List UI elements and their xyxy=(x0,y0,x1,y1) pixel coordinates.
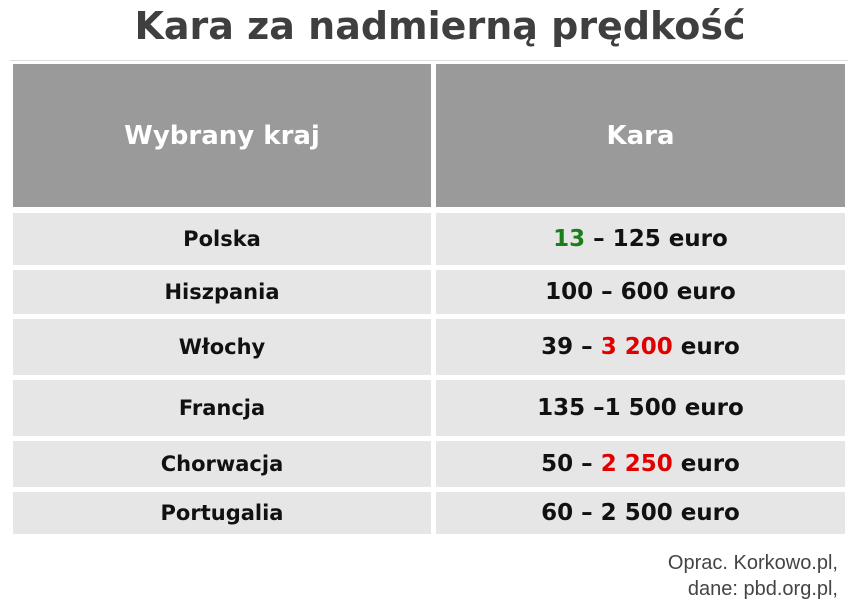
country-cell: Polska xyxy=(13,213,431,265)
fine-part: 135 –1 500 euro xyxy=(537,395,744,421)
fine-part: 13 xyxy=(553,226,586,252)
country-cell: Chorwacja xyxy=(13,441,431,487)
fine-part: 100 – 600 euro xyxy=(545,279,736,305)
fine-cell: 39 – 3 200 euro xyxy=(436,319,845,375)
fine-part: euro xyxy=(672,451,740,477)
fine-part: 50 – xyxy=(541,451,601,477)
fine-cell: 100 – 600 euro xyxy=(436,270,845,314)
fine-part: 2 250 xyxy=(600,451,673,477)
fine-cell: 60 – 2 500 euro xyxy=(436,492,845,534)
fine-part: – 125 euro xyxy=(585,226,728,252)
country-cell: Portugalia xyxy=(13,492,431,534)
footer-line: dane: pbd.org.pl, xyxy=(687,578,838,600)
header-cell: Wybrany kraj xyxy=(13,64,431,207)
footer-line: Oprac. Korkowo.pl, xyxy=(667,552,838,574)
title: Kara za nadmierną prędkość xyxy=(134,4,746,48)
country-cell: Włochy xyxy=(13,319,431,375)
fine-cell: 13 – 125 euro xyxy=(436,213,845,265)
fine-cell: 135 –1 500 euro xyxy=(436,380,845,436)
fine-part: 60 – 2 500 euro xyxy=(541,500,740,526)
country-cell: Hiszpania xyxy=(13,270,431,314)
country-cell: Francja xyxy=(13,380,431,436)
rule xyxy=(10,60,848,61)
fine-part: 3 200 xyxy=(600,334,673,360)
header-cell: Kara xyxy=(436,64,845,207)
fine-part: 39 – xyxy=(541,334,601,360)
fine-cell: 50 – 2 250 euro xyxy=(436,441,845,487)
fine-part: euro xyxy=(672,334,740,360)
